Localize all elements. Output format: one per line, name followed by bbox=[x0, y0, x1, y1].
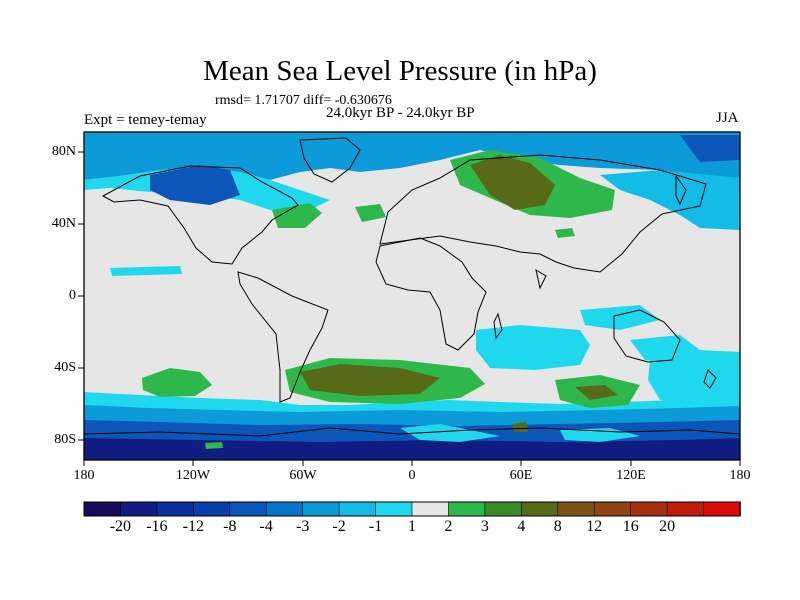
colorbar-swatch bbox=[703, 501, 741, 517]
colorbar-swatch bbox=[338, 501, 377, 517]
colorbar-label: -1 bbox=[368, 518, 383, 535]
colorbar-swatch bbox=[375, 501, 413, 517]
y-label-80s: 80S bbox=[54, 432, 76, 447]
japan-coast bbox=[675, 174, 687, 206]
canada-deep-blue bbox=[150, 165, 240, 205]
experiment-label: Expt = temey-temay bbox=[84, 112, 207, 128]
colorbar-swatch bbox=[302, 501, 340, 517]
new-zealand-coast bbox=[703, 369, 717, 389]
x-label-60e: 60E bbox=[509, 468, 533, 483]
south-atlantic-olive bbox=[300, 364, 440, 396]
antarctica-coast bbox=[84, 427, 740, 437]
antarctic-navy bbox=[84, 438, 740, 460]
rmsd-diff-stats: rmsd= 1.71707 diff= -0.630676 bbox=[215, 93, 392, 108]
colorbar-label: -3 bbox=[296, 518, 310, 535]
y-label-40s: 40S bbox=[54, 360, 76, 375]
x-label-60w: 60W bbox=[289, 468, 317, 483]
colorbar-label: -2 bbox=[332, 518, 346, 535]
colorbar-swatch bbox=[83, 501, 122, 517]
colorbar-swatch bbox=[265, 501, 304, 517]
antarctic-olive-spot bbox=[512, 422, 528, 432]
colorbar-frame bbox=[83, 501, 741, 517]
colorbar-swatch bbox=[557, 501, 596, 517]
colorbar-label: -8 bbox=[223, 518, 237, 535]
y-label-80n: 80N bbox=[51, 144, 76, 159]
colorbar-label: 16 bbox=[622, 518, 639, 535]
axis-ticks bbox=[78, 151, 741, 466]
x-label-120e: 120E bbox=[616, 468, 646, 483]
tibet-green bbox=[555, 228, 575, 238]
north-blue-band bbox=[84, 132, 740, 180]
north-america-coast bbox=[101, 165, 299, 265]
colorbar-swatch bbox=[193, 501, 231, 517]
colorbar-swatch bbox=[630, 501, 668, 517]
time-period: 24.0kyr BP - 24.0kyr BP bbox=[326, 105, 475, 121]
north-atlantic-green bbox=[272, 203, 322, 228]
x-label-120w: 120W bbox=[175, 468, 211, 483]
y-label-0: 0 bbox=[69, 288, 76, 303]
australia-coast bbox=[613, 309, 681, 363]
x-label-180e: 180 bbox=[729, 468, 751, 483]
colorbar-label: 1 bbox=[408, 518, 416, 535]
africa-coast bbox=[375, 237, 487, 351]
colorbar-label: -4 bbox=[259, 518, 273, 535]
colorbar-label: -16 bbox=[146, 518, 168, 535]
colorbar-swatch bbox=[666, 501, 705, 517]
colorbar-swatch bbox=[484, 501, 523, 517]
india-tip-coast bbox=[535, 268, 547, 290]
colorbar-label: -20 bbox=[109, 518, 132, 535]
x-label-180w: 180 bbox=[73, 468, 95, 483]
colorbar-label: 2 bbox=[444, 518, 453, 535]
colorbar-swatch bbox=[521, 501, 559, 517]
y-label-40n: 40N bbox=[51, 216, 76, 231]
colorbar-label: 8 bbox=[553, 518, 562, 535]
colorbar-swatch bbox=[593, 501, 632, 517]
colorbar-label: 20 bbox=[659, 518, 676, 535]
antarctic-cyan-patch bbox=[400, 424, 500, 442]
colorbar-label: 4 bbox=[517, 518, 526, 535]
bering-deep-blue bbox=[680, 135, 740, 162]
maritime-cyan bbox=[580, 305, 660, 330]
greenland-coast bbox=[299, 137, 361, 183]
colorbar-label: -12 bbox=[182, 518, 204, 535]
iberia-green bbox=[355, 204, 386, 222]
eurasia-coast bbox=[379, 154, 707, 273]
south-pacific-green bbox=[142, 368, 212, 397]
siberia-olive bbox=[470, 155, 555, 210]
x-label-0: 0 bbox=[408, 468, 416, 483]
colorbar-label: 12 bbox=[586, 518, 603, 535]
southwest-pacific-cyan bbox=[648, 350, 740, 405]
pressure-field bbox=[84, 132, 740, 460]
subtropical-cyan-strip bbox=[110, 266, 182, 276]
antarctic-green-spot bbox=[205, 442, 223, 449]
colorbar-swatch bbox=[229, 501, 268, 517]
map-title: Mean Sea Level Pressure (in hPa) bbox=[203, 55, 597, 87]
colorbar-swatch bbox=[411, 501, 450, 517]
colorbar-label: 3 bbox=[480, 518, 489, 535]
indian-ocean-cyan bbox=[476, 325, 590, 370]
colorbar-swatch bbox=[448, 501, 486, 517]
north-pacific-cyan bbox=[600, 170, 740, 230]
colorbar bbox=[83, 501, 741, 517]
coastlines bbox=[84, 137, 740, 437]
colorbar-swatch bbox=[120, 501, 158, 517]
season-label: JJA bbox=[716, 110, 739, 126]
south-america-coast bbox=[237, 271, 329, 403]
madagascar-coast bbox=[493, 312, 503, 340]
colorbar-swatch bbox=[156, 501, 195, 517]
south-indian-olive bbox=[575, 385, 618, 400]
